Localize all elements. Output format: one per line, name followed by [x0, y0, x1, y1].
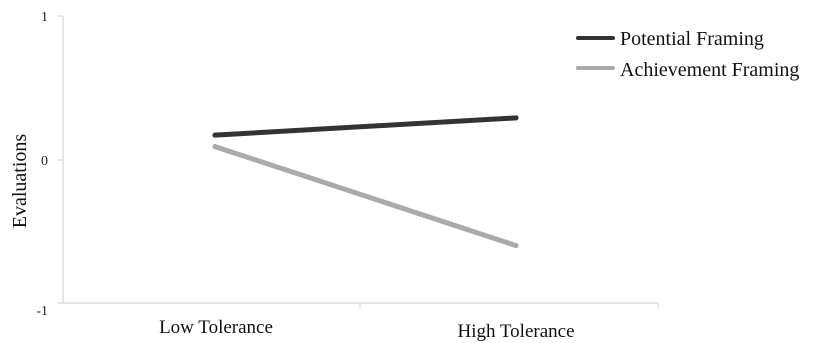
y-tick-label-middle: 0 [41, 154, 48, 169]
legend: Potential Framing Achievement Framing [576, 28, 799, 81]
y-axis-label: Evaluations [9, 134, 31, 229]
x-category-label-low: Low Tolerance [159, 317, 273, 338]
series-line-potential-framing [212, 115, 519, 138]
axes: 1 0 -1 Low Tolerance High Tolerance Eval… [9, 10, 659, 342]
series-point-potential-framing-high-tolerance [513, 115, 519, 121]
series-point-potential-framing-low-tolerance [212, 132, 218, 138]
series-point-achievement-framing-low-tolerance [212, 144, 218, 150]
series-point-achievement-framing-high-tolerance [513, 243, 519, 249]
series-line-achievement-framing [212, 144, 519, 249]
x-category-label-high: High Tolerance [457, 321, 574, 342]
y-tick-label-bottom: -1 [36, 304, 48, 319]
series-layer [212, 115, 519, 249]
legend-label-potential-framing: Potential Framing [620, 28, 764, 50]
y-tick-label-top: 1 [41, 10, 48, 25]
legend-label-achievement-framing: Achievement Framing [620, 59, 799, 81]
